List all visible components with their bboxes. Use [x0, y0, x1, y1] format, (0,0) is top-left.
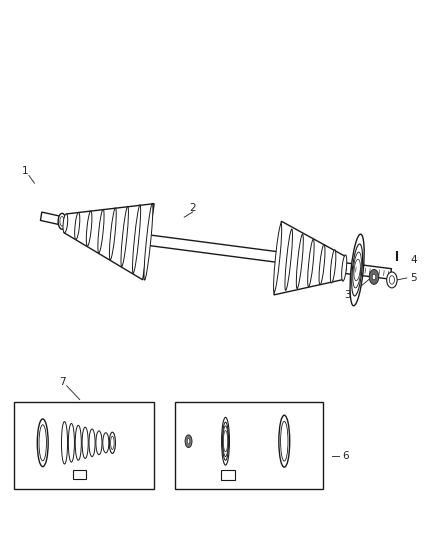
Ellipse shape — [37, 419, 48, 467]
Text: 6: 6 — [342, 451, 349, 461]
Polygon shape — [148, 235, 278, 262]
Ellipse shape — [342, 255, 347, 281]
Ellipse shape — [285, 229, 293, 290]
Ellipse shape — [297, 234, 303, 288]
Ellipse shape — [89, 429, 95, 457]
Ellipse shape — [354, 259, 360, 281]
Ellipse shape — [223, 422, 229, 461]
Ellipse shape — [98, 209, 104, 253]
Text: 7: 7 — [59, 376, 66, 386]
Bar — [73, 470, 86, 479]
Ellipse shape — [68, 423, 74, 462]
Ellipse shape — [353, 252, 361, 288]
Ellipse shape — [307, 239, 314, 287]
Ellipse shape — [86, 211, 92, 246]
Text: 5: 5 — [410, 273, 417, 283]
Ellipse shape — [185, 435, 192, 448]
Ellipse shape — [330, 249, 336, 283]
Ellipse shape — [144, 203, 153, 280]
Ellipse shape — [279, 415, 290, 467]
Ellipse shape — [96, 431, 102, 455]
Ellipse shape — [75, 425, 81, 461]
Text: 1: 1 — [22, 166, 28, 176]
Ellipse shape — [387, 272, 397, 288]
Ellipse shape — [61, 422, 67, 464]
Ellipse shape — [274, 224, 282, 292]
Ellipse shape — [121, 206, 128, 266]
Ellipse shape — [110, 208, 116, 260]
Ellipse shape — [350, 234, 364, 306]
Ellipse shape — [389, 276, 395, 284]
Ellipse shape — [369, 270, 379, 285]
Ellipse shape — [352, 244, 363, 296]
Ellipse shape — [187, 439, 190, 444]
Ellipse shape — [103, 433, 109, 453]
Polygon shape — [344, 263, 392, 279]
Ellipse shape — [82, 427, 88, 458]
Ellipse shape — [74, 212, 80, 239]
Ellipse shape — [319, 245, 325, 285]
Bar — [221, 470, 235, 480]
Text: 4: 4 — [410, 255, 417, 265]
Polygon shape — [40, 212, 60, 224]
Ellipse shape — [58, 213, 66, 229]
Ellipse shape — [223, 431, 228, 452]
Text: 3: 3 — [344, 290, 350, 300]
Ellipse shape — [63, 214, 68, 233]
Ellipse shape — [110, 432, 116, 454]
Ellipse shape — [60, 216, 64, 226]
Ellipse shape — [281, 421, 288, 461]
Bar — [14, 402, 154, 489]
Ellipse shape — [372, 274, 376, 280]
Bar — [176, 402, 323, 489]
Ellipse shape — [39, 425, 46, 461]
Ellipse shape — [133, 205, 141, 273]
Text: 2: 2 — [190, 203, 196, 213]
Ellipse shape — [223, 426, 228, 457]
Ellipse shape — [111, 436, 114, 449]
Ellipse shape — [222, 417, 230, 465]
